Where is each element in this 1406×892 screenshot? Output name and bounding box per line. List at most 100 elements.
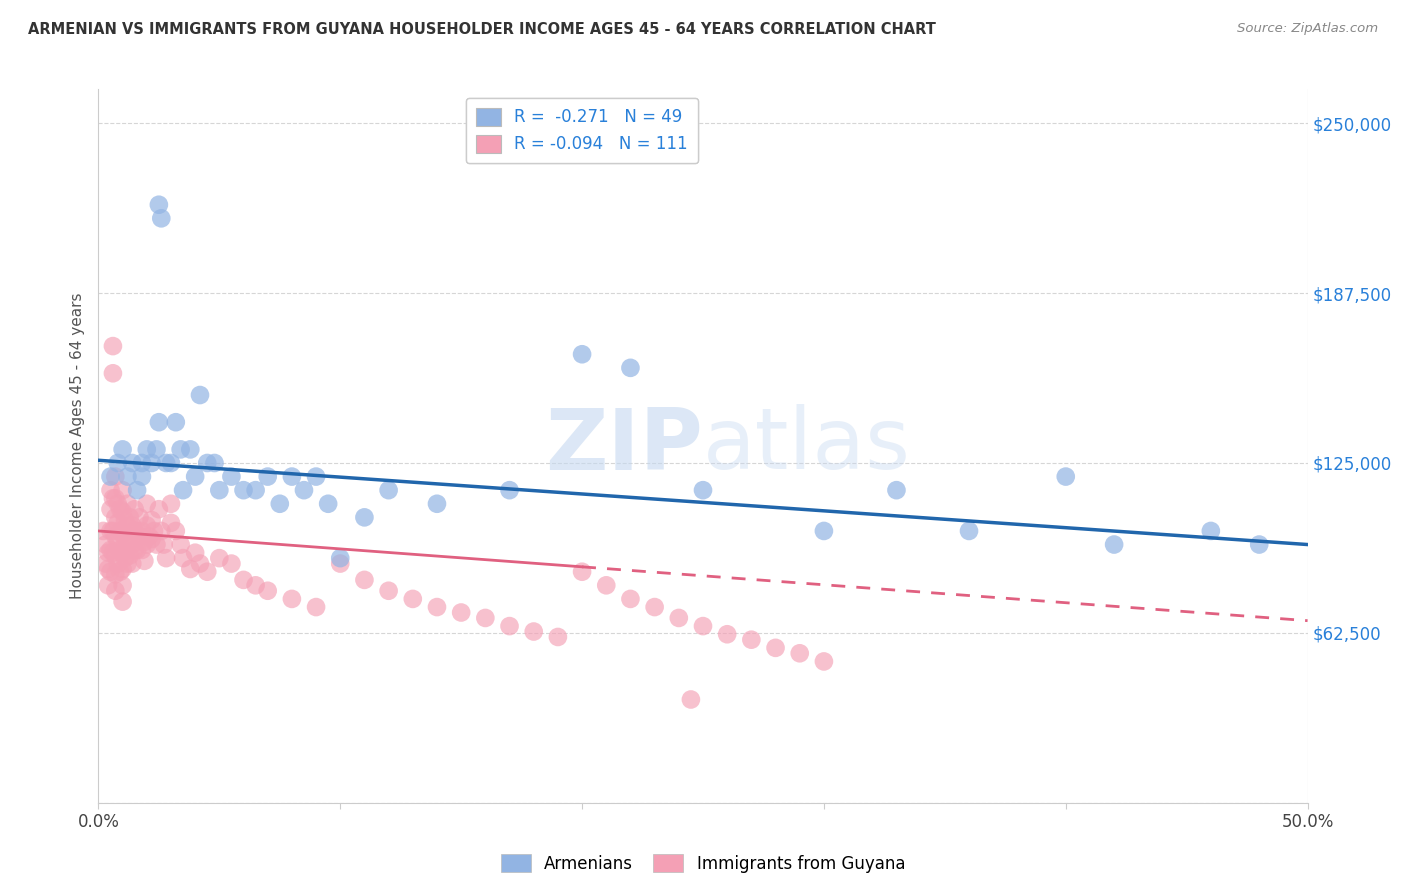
Point bbox=[281, 591, 304, 606]
Point bbox=[100, 469, 122, 483]
Text: ZIP: ZIP bbox=[546, 404, 703, 488]
Point bbox=[353, 573, 375, 587]
Point bbox=[165, 524, 187, 538]
Point bbox=[101, 524, 124, 538]
Y-axis label: Householder Income Ages 45 - 64 years: Householder Income Ages 45 - 64 years bbox=[70, 293, 86, 599]
Point bbox=[813, 655, 835, 669]
Point bbox=[97, 578, 120, 592]
Point bbox=[148, 415, 170, 429]
Point bbox=[204, 456, 226, 470]
Point bbox=[145, 537, 167, 551]
Point bbox=[107, 534, 129, 549]
Point bbox=[571, 347, 593, 361]
Point bbox=[547, 630, 569, 644]
Point bbox=[111, 546, 134, 560]
Point bbox=[118, 510, 141, 524]
Point bbox=[1054, 469, 1077, 483]
Point bbox=[121, 537, 143, 551]
Point bbox=[127, 483, 149, 498]
Point bbox=[97, 562, 120, 576]
Point bbox=[245, 578, 267, 592]
Point bbox=[740, 632, 762, 647]
Point bbox=[184, 546, 207, 560]
Point bbox=[208, 551, 231, 566]
Point bbox=[114, 513, 136, 527]
Point bbox=[188, 388, 211, 402]
Point bbox=[111, 526, 134, 541]
Point bbox=[135, 497, 157, 511]
Point bbox=[131, 456, 153, 470]
Point bbox=[118, 549, 141, 563]
Point bbox=[179, 442, 201, 457]
Point bbox=[127, 543, 149, 558]
Point bbox=[305, 469, 328, 483]
Point bbox=[124, 543, 146, 558]
Point bbox=[232, 483, 254, 498]
Text: atlas: atlas bbox=[703, 404, 911, 488]
Point bbox=[329, 557, 352, 571]
Point bbox=[108, 543, 131, 558]
Point bbox=[118, 529, 141, 543]
Point bbox=[292, 483, 315, 498]
Point bbox=[94, 557, 117, 571]
Point bbox=[160, 516, 183, 530]
Point bbox=[101, 546, 124, 560]
Point bbox=[571, 565, 593, 579]
Point bbox=[426, 497, 449, 511]
Point bbox=[143, 524, 166, 538]
Point bbox=[128, 510, 150, 524]
Point bbox=[172, 551, 194, 566]
Point bbox=[269, 497, 291, 511]
Point bbox=[957, 524, 980, 538]
Point bbox=[692, 483, 714, 498]
Point bbox=[619, 591, 641, 606]
Point bbox=[232, 573, 254, 587]
Point bbox=[121, 456, 143, 470]
Point bbox=[100, 565, 122, 579]
Point bbox=[134, 534, 156, 549]
Point bbox=[498, 619, 520, 633]
Point bbox=[111, 562, 134, 576]
Point bbox=[141, 456, 163, 470]
Point bbox=[208, 483, 231, 498]
Point bbox=[127, 524, 149, 538]
Point bbox=[377, 483, 399, 498]
Point bbox=[789, 646, 811, 660]
Point bbox=[104, 510, 127, 524]
Point bbox=[135, 442, 157, 457]
Point bbox=[100, 524, 122, 538]
Point bbox=[160, 497, 183, 511]
Point bbox=[128, 529, 150, 543]
Point bbox=[256, 583, 278, 598]
Point bbox=[523, 624, 546, 639]
Point bbox=[124, 502, 146, 516]
Point bbox=[135, 518, 157, 533]
Point bbox=[97, 546, 120, 560]
Point bbox=[148, 198, 170, 212]
Point bbox=[353, 510, 375, 524]
Point bbox=[114, 532, 136, 546]
Point bbox=[114, 551, 136, 566]
Point bbox=[329, 551, 352, 566]
Point bbox=[692, 619, 714, 633]
Point bbox=[188, 557, 211, 571]
Point bbox=[195, 456, 218, 470]
Point bbox=[117, 497, 139, 511]
Point bbox=[679, 692, 702, 706]
Point bbox=[169, 537, 191, 551]
Point bbox=[94, 537, 117, 551]
Point bbox=[100, 483, 122, 498]
Point bbox=[402, 591, 425, 606]
Point bbox=[107, 516, 129, 530]
Point bbox=[108, 524, 131, 538]
Text: ARMENIAN VS IMMIGRANTS FROM GUYANA HOUSEHOLDER INCOME AGES 45 - 64 YEARS CORRELA: ARMENIAN VS IMMIGRANTS FROM GUYANA HOUSE… bbox=[28, 22, 936, 37]
Point bbox=[316, 497, 339, 511]
Point bbox=[150, 211, 173, 226]
Point bbox=[141, 513, 163, 527]
Point bbox=[474, 611, 496, 625]
Point bbox=[195, 565, 218, 579]
Point bbox=[184, 469, 207, 483]
Point bbox=[813, 524, 835, 538]
Point bbox=[169, 442, 191, 457]
Legend: Armenians, Immigrants from Guyana: Armenians, Immigrants from Guyana bbox=[495, 847, 911, 880]
